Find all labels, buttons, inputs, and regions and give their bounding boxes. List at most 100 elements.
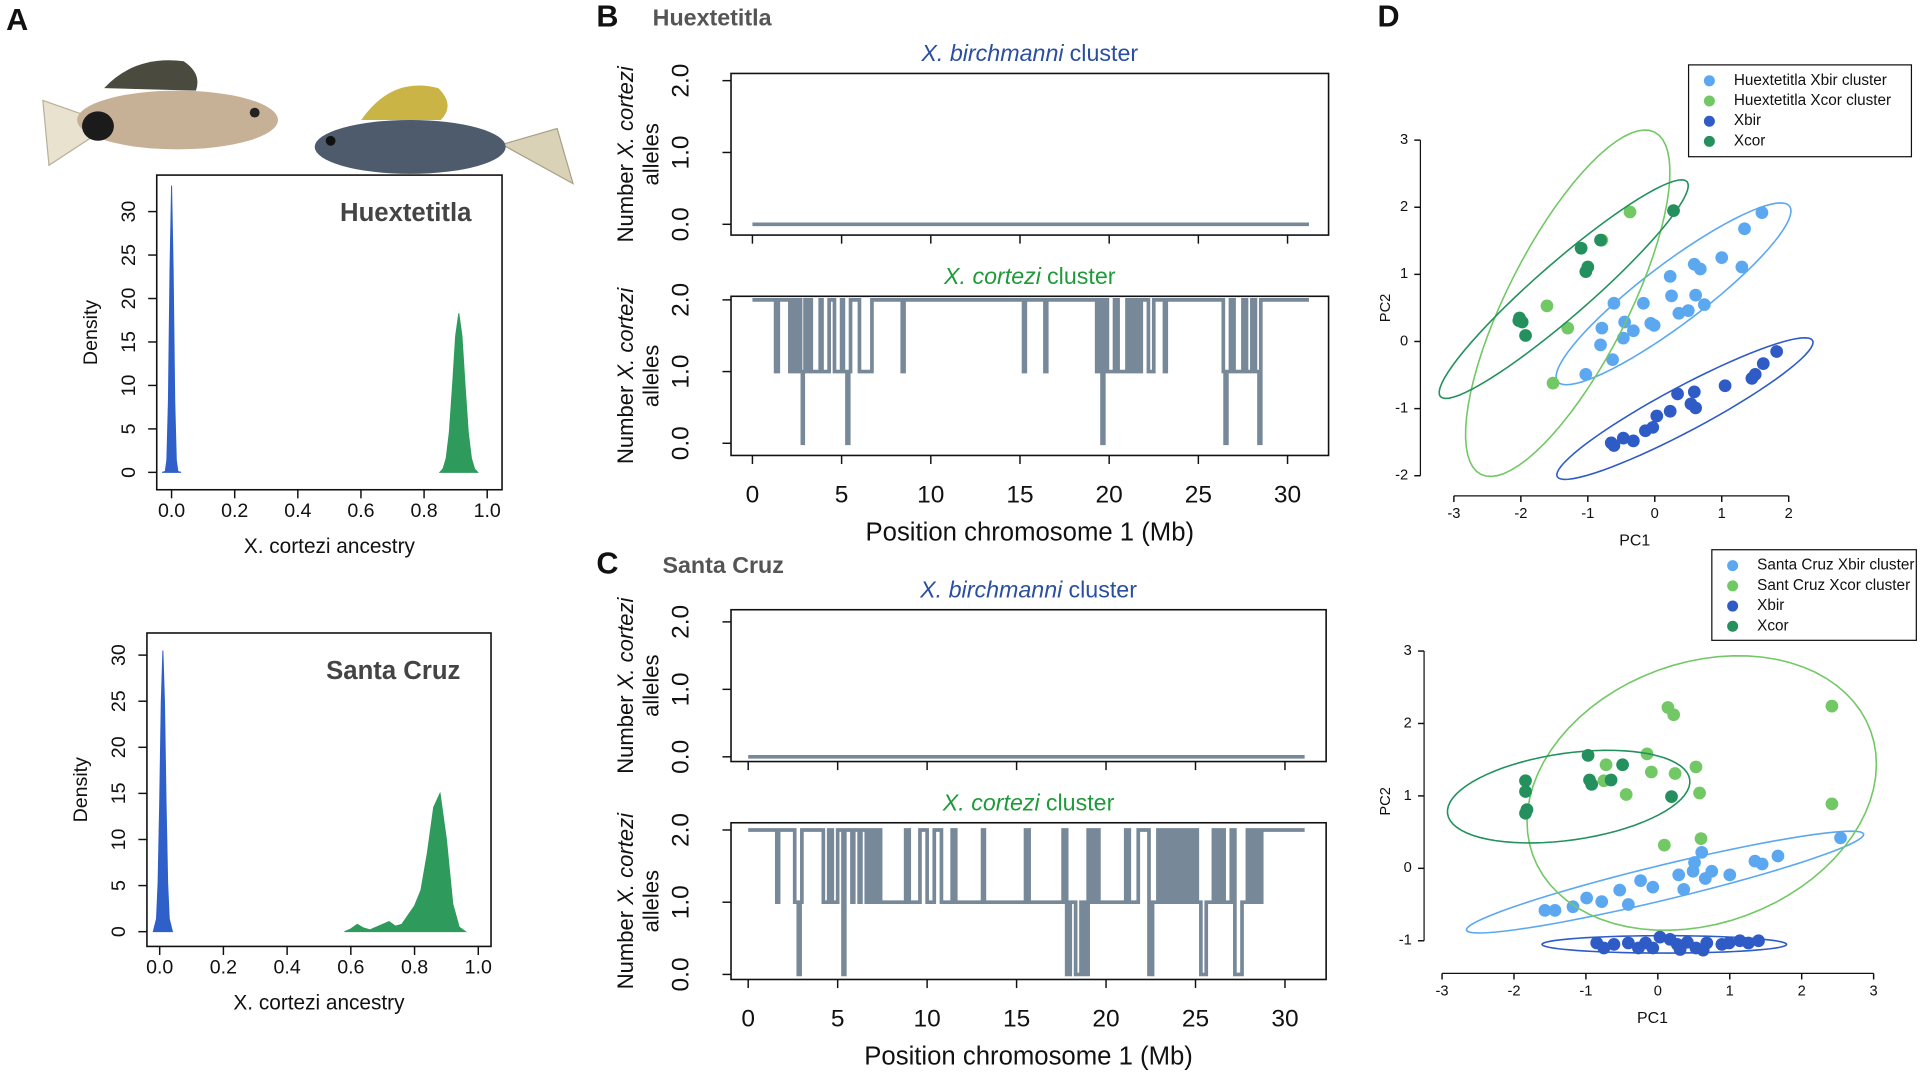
confidence-ellipse <box>1555 337 1814 481</box>
scatter-point <box>1580 891 1594 905</box>
legend: Santa Cruz Xbir cluster Sant Cruz Xcor cl… <box>1711 549 1917 641</box>
scatter-point <box>1825 699 1839 713</box>
chart-title: Huextetitla <box>340 199 472 227</box>
legend-label: Xcor <box>1757 617 1788 634</box>
x-tick-label: 1.0 <box>474 500 501 522</box>
legend-box <box>1711 549 1917 641</box>
scatter-point <box>1663 404 1677 418</box>
scatter-point <box>1623 205 1637 219</box>
y-tick-label: 2.0 <box>668 813 695 847</box>
y-tick-label: 10 <box>118 374 140 396</box>
density-area <box>161 185 182 473</box>
scatter-point <box>1599 758 1613 772</box>
x-tick-label: 0 <box>746 481 760 508</box>
confidence-ellipse <box>1464 129 1671 478</box>
legend-label: Huextetitla Xbir cluster <box>1734 72 1887 89</box>
scatter-point <box>1696 943 1710 957</box>
scatter-point <box>1594 338 1607 352</box>
x-tick-label: 1 <box>1726 984 1734 1000</box>
scatter-point <box>1519 785 1532 798</box>
scatter-point <box>1745 372 1759 385</box>
y-axis-label: Number X. cortezi <box>613 596 638 773</box>
y-tick-label: 2 <box>1404 715 1412 731</box>
scatter-point <box>1595 321 1609 335</box>
plot-frame <box>730 608 1327 763</box>
y-axis-label: alleles <box>638 654 663 716</box>
chart-title-italic: X. birchmanni <box>919 577 1063 603</box>
panel-label: A <box>6 3 28 37</box>
panel-title: Huextetitla <box>653 5 773 31</box>
y-axis-label-part: Number <box>613 164 638 242</box>
scatter-point <box>1667 204 1680 217</box>
y-axis-label-part: Number <box>613 695 638 773</box>
y-tick-label: 25 <box>108 690 130 712</box>
x-tick-label: 0.4 <box>284 500 311 522</box>
chart-title: X. birchmanni cluster <box>920 40 1138 66</box>
scatter-point <box>1663 270 1677 283</box>
y-tick-label: 5 <box>108 880 130 891</box>
chart-title-rest: cluster <box>1047 263 1116 289</box>
x-tick-label: 2 <box>1785 506 1793 522</box>
x-tick-label: 30 <box>1271 1005 1298 1032</box>
x-tick-label: -1 <box>1581 506 1594 522</box>
x-tick-label: 0.6 <box>337 957 364 979</box>
y-tick-label: 5 <box>118 423 140 434</box>
x-tick-label: 2 <box>1798 984 1806 1000</box>
y-tick-label: 2.0 <box>668 283 695 317</box>
y-axis-label: Number X. cortezi <box>613 287 638 464</box>
legend-box <box>1687 64 1913 158</box>
scatter-point <box>1616 758 1629 772</box>
legend-marker <box>1703 95 1715 107</box>
y-axis-label-part: Number <box>613 911 638 989</box>
x-tick-label: 20 <box>1096 481 1123 508</box>
scatter-point <box>1585 777 1599 791</box>
x-axis-label: PC1 <box>1619 532 1650 549</box>
scatter-point <box>1693 262 1707 276</box>
step-line <box>748 828 1305 977</box>
y-tick-label: 30 <box>108 644 130 666</box>
y-tick-label: 1 <box>1404 788 1412 804</box>
chart-panel: 0.0 1.0 2.0 Number X. cortezi alleles X. birch… <box>613 40 1330 244</box>
scatter-point <box>1634 874 1647 888</box>
fish-body <box>314 119 506 174</box>
scatter-point <box>1616 431 1630 445</box>
chart-title: X. birchmanni cluster <box>919 577 1137 603</box>
y-axis-label-part: X. cortezi <box>613 287 638 381</box>
y-tick-label: 30 <box>118 201 140 223</box>
y-axis-label-part: Number <box>613 386 638 464</box>
scatter-point <box>1653 930 1667 944</box>
plot-frame <box>730 72 1330 236</box>
x-tick-label: 20 <box>1092 1005 1119 1032</box>
scatter-point <box>1689 760 1703 774</box>
fish-illustrations <box>42 60 575 185</box>
y-axis-label: Density <box>70 757 92 822</box>
scatter-point <box>1672 306 1686 320</box>
step-line <box>752 298 1309 446</box>
x-tick-label: 0 <box>1651 506 1659 522</box>
scatter-point <box>1715 251 1729 264</box>
y-axis-label-part: X. cortezi <box>613 65 638 159</box>
x-tick-label: 15 <box>1006 481 1033 508</box>
y-tick-label: 20 <box>108 736 130 758</box>
x-tick-label: 0.6 <box>347 500 374 522</box>
scatter-point <box>1665 289 1678 303</box>
scatter-point <box>1705 864 1719 878</box>
scatter-point <box>1548 903 1562 917</box>
fish-birchmanni <box>42 60 278 167</box>
chart-panel: 0 5 10 15 20 25 30 0.0 0.2 0.4 0.6 0.8 1.0 X. cortezi… <box>80 174 503 558</box>
chart-panel: 0.0 1.0 2.0 Number X. cortezi alleles X. birch… <box>613 577 1327 774</box>
fish-eye <box>249 107 260 118</box>
chart-title: Santa Cruz <box>326 657 460 685</box>
panel-label: B <box>596 0 618 33</box>
scatter-point <box>1607 938 1621 951</box>
legend-label: Sant Cruz Xcor cluster <box>1757 577 1910 594</box>
scatter-point <box>1632 941 1645 955</box>
scatter-point <box>1607 296 1621 310</box>
chart-title-rest: cluster <box>1068 577 1137 603</box>
confidence-ellipse <box>1541 934 1788 954</box>
x-tick-label: 0.0 <box>158 500 185 522</box>
scatter-point <box>1693 786 1706 800</box>
chart-title-italic: X. birchmanni <box>920 40 1064 66</box>
